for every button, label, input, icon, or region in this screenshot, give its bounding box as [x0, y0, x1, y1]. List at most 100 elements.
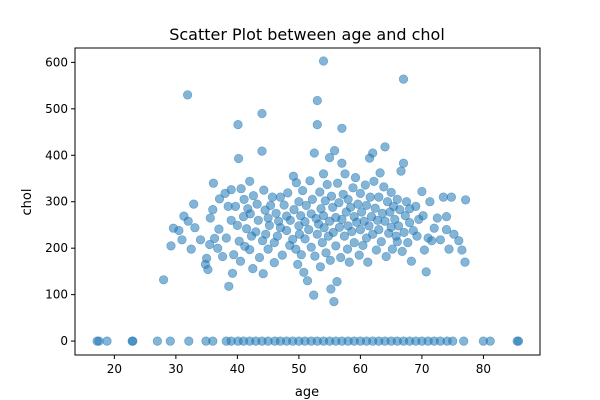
- data-point: [319, 223, 329, 233]
- data-point: [300, 234, 310, 244]
- data-point: [412, 231, 422, 241]
- data-point: [406, 256, 417, 266]
- data-point: [174, 225, 184, 236]
- data-point: [224, 281, 234, 291]
- data-point: [310, 251, 320, 261]
- data-point: [94, 336, 104, 346]
- data-point: [381, 251, 391, 262]
- data-point: [245, 176, 255, 186]
- data-point: [165, 336, 175, 346]
- data-point: [513, 336, 524, 346]
- data-point: [257, 108, 267, 119]
- data-point: [258, 269, 268, 279]
- data-point: [382, 197, 393, 207]
- data-point: [261, 229, 271, 239]
- data-point: [441, 225, 452, 235]
- data-point: [288, 234, 298, 244]
- data-point: [221, 233, 231, 243]
- data-point: [299, 267, 309, 277]
- data-point: [309, 290, 319, 300]
- data-point: [411, 201, 421, 211]
- data-point: [332, 277, 342, 287]
- data-point: [353, 199, 363, 209]
- data-point: [302, 276, 313, 286]
- data-point: [392, 237, 402, 247]
- data-point: [184, 336, 194, 346]
- data-point: [214, 224, 224, 234]
- data-point: [398, 158, 409, 168]
- data-point: [425, 197, 435, 207]
- data-point: [399, 227, 409, 237]
- data-point: [370, 203, 380, 213]
- data-point: [275, 192, 286, 202]
- data-point: [457, 245, 467, 255]
- data-point: [328, 227, 338, 237]
- data-point: [264, 220, 275, 230]
- data-point: [363, 257, 373, 267]
- x-tick-label: 70: [414, 362, 429, 376]
- data-point: [277, 250, 287, 260]
- data-point: [298, 186, 308, 196]
- data-point: [427, 236, 437, 246]
- data-point: [186, 244, 196, 254]
- data-point: [403, 238, 413, 248]
- data-point: [318, 211, 329, 221]
- data-point: [289, 205, 299, 215]
- data-point: [213, 243, 223, 253]
- data-point: [318, 169, 329, 179]
- data-point: [358, 240, 368, 250]
- points-layer: [92, 56, 524, 346]
- data-point: [306, 242, 316, 252]
- data-point: [417, 186, 427, 197]
- data-point: [226, 185, 236, 195]
- data-point: [429, 223, 439, 233]
- data-point: [236, 184, 246, 194]
- x-tick-label: 40: [230, 362, 245, 376]
- data-point: [205, 239, 215, 250]
- data-point: [190, 223, 200, 233]
- data-point: [245, 209, 255, 219]
- data-point: [336, 252, 346, 263]
- data-point: [342, 244, 353, 254]
- data-point: [269, 258, 279, 268]
- y-axis-ticks: 0 100 200 300 400 500 600: [45, 55, 75, 348]
- data-point: [405, 218, 415, 228]
- data-point: [312, 119, 322, 130]
- data-point: [208, 336, 218, 346]
- data-point: [102, 336, 112, 346]
- data-point: [320, 196, 330, 206]
- data-point: [379, 182, 389, 192]
- data-point: [348, 183, 358, 193]
- data-point: [291, 178, 302, 188]
- x-tick-label: 80: [476, 362, 491, 376]
- data-point: [208, 205, 218, 215]
- data-point: [321, 248, 331, 258]
- data-point: [279, 200, 289, 210]
- data-point: [376, 237, 386, 247]
- data-point: [343, 194, 353, 204]
- data-point: [325, 153, 335, 163]
- data-point: [312, 95, 322, 106]
- data-point: [266, 200, 276, 210]
- data-point: [205, 213, 215, 223]
- data-point: [312, 229, 322, 239]
- data-point: [337, 214, 347, 224]
- data-point: [375, 168, 385, 178]
- data-point: [374, 192, 384, 202]
- data-point: [460, 257, 470, 267]
- data-point: [177, 235, 187, 245]
- data-point: [361, 200, 372, 210]
- data-point: [333, 178, 343, 188]
- x-axis-label: age: [295, 385, 319, 400]
- data-point: [368, 148, 378, 158]
- data-point: [315, 187, 325, 197]
- data-point: [282, 225, 292, 236]
- data-point: [189, 199, 199, 209]
- data-point: [398, 74, 409, 84]
- data-point: [337, 123, 347, 133]
- data-point: [318, 56, 329, 66]
- data-point: [291, 244, 301, 254]
- data-point: [340, 169, 350, 179]
- data-point: [252, 199, 262, 209]
